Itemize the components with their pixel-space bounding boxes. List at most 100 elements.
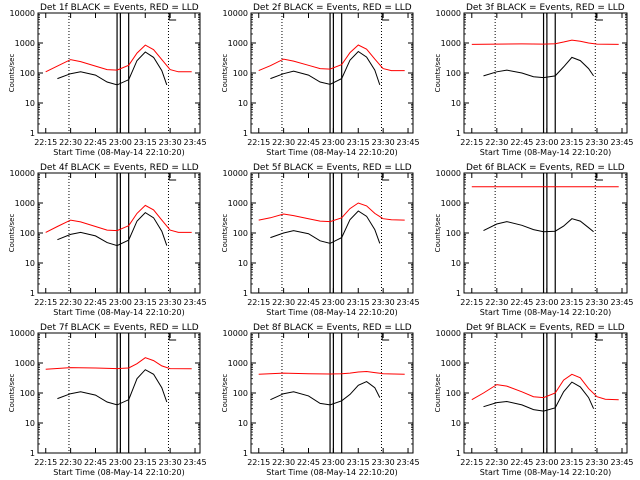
detector-panel: Det 8f BLACK = Events, RED = LLD 1 10 100 10… — [221, 323, 420, 477]
x-tick-label: 23:15 — [560, 298, 583, 307]
x-tick-label: 23:45 — [183, 458, 206, 467]
x-tick-label: 22:45 — [84, 458, 107, 467]
lld-series-line — [45, 44, 192, 73]
events-series-line — [270, 210, 381, 244]
y-tick-label: 1000 — [441, 199, 461, 208]
x-axis-label: Start Time (08-May-14 22:10:20) — [53, 148, 184, 157]
x-tick-label: 22:30 — [485, 138, 508, 147]
x-tick-label: 23:30 — [372, 138, 395, 147]
detector-panel: Det 5f BLACK = Events, RED = LLD 1 10 100 10… — [221, 163, 420, 317]
plot-frame — [250, 12, 414, 134]
lld-series-line — [45, 357, 192, 370]
x-tick-label: 22:45 — [510, 458, 533, 467]
x-tick-label: 23:00 — [535, 458, 558, 467]
y-tick-label: 100 — [233, 69, 248, 78]
y-tick-label: 10000 — [10, 169, 35, 178]
x-tick-label: 22:15 — [247, 458, 270, 467]
events-series-line — [270, 381, 381, 406]
x-tick-label: 22:45 — [510, 138, 533, 147]
x-tick-label: 22:30 — [272, 298, 295, 307]
x-tick-label: 22:15 — [247, 138, 270, 147]
x-tick-label: 23:00 — [109, 138, 132, 147]
panel-title: Det 2f BLACK = Events, RED = LLD — [253, 3, 412, 13]
y-tick-label: 10000 — [436, 169, 461, 178]
y-axis-label: Counts/sec — [221, 214, 229, 253]
x-tick-label: 23:15 — [134, 138, 157, 147]
x-tick-label: 23:00 — [322, 298, 345, 307]
events-series-line — [483, 56, 595, 79]
x-axis-label: Start Time (08-May-14 22:10:20) — [266, 468, 397, 477]
x-tick-label: 23:15 — [134, 298, 157, 307]
detector-panel: Det 2f BLACK = Events, RED = LLD 1 10 100 10… — [221, 3, 420, 157]
y-tick-label: 1 — [456, 289, 461, 298]
y-tick-label: 10 — [451, 419, 461, 428]
x-tick-label: 23:45 — [183, 138, 206, 147]
y-tick-label: 1 — [243, 289, 248, 298]
detector-panel: Det 7f BLACK = Events, RED = LLD 1 10 100 10… — [8, 323, 207, 477]
events-series-line — [483, 381, 595, 412]
x-tick-label: 23:45 — [396, 138, 419, 147]
y-axis-label: Counts/sec — [221, 374, 229, 413]
detector-panel: Det 4f BLACK = Events, RED = LLD 1 10 100 10… — [8, 163, 207, 317]
y-tick-label: 100 — [233, 229, 248, 238]
x-tick-label: 23:30 — [372, 298, 395, 307]
y-tick-label: 100 — [20, 389, 35, 398]
y-tick-label: 100 — [446, 69, 461, 78]
y-tick-label: 10 — [238, 419, 248, 428]
detector-panel: Det 9f BLACK = Events, RED = LLD 1 10 100 10… — [434, 323, 634, 477]
lld-series-line — [471, 39, 619, 45]
detector-panel: Det 1f BLACK = Events, RED = LLD 1 10 100 10… — [8, 3, 207, 157]
x-tick-label: 22:45 — [84, 138, 107, 147]
x-tick-label: 23:00 — [322, 138, 345, 147]
x-axis-label: Start Time (08-May-14 22:10:20) — [266, 308, 397, 317]
x-tick-label: 22:45 — [84, 298, 107, 307]
x-tick-label: 23:45 — [610, 298, 633, 307]
x-tick-label: 23:15 — [560, 458, 583, 467]
plot-frame — [463, 332, 628, 454]
x-tick-label: 22:30 — [272, 138, 295, 147]
x-tick-label: 22:30 — [485, 458, 508, 467]
panel-title: Det 4f BLACK = Events, RED = LLD — [40, 163, 199, 173]
events-series-line — [483, 218, 594, 233]
x-tick-label: 22:15 — [34, 298, 57, 307]
y-tick-label: 10000 — [10, 9, 35, 18]
plot-frame — [37, 332, 201, 454]
events-series-line — [57, 211, 168, 247]
x-tick-label: 22:15 — [460, 458, 483, 467]
y-tick-label: 100 — [446, 229, 461, 238]
y-axis-label: Counts/sec — [8, 54, 16, 93]
plot-frame — [37, 12, 201, 134]
y-tick-label: 1 — [243, 129, 248, 138]
x-tick-label: 23:15 — [347, 298, 370, 307]
y-tick-label: 1 — [30, 449, 35, 458]
x-tick-label: 23:30 — [585, 298, 608, 307]
x-tick-label: 22:30 — [59, 458, 82, 467]
x-tick-label: 22:45 — [297, 138, 320, 147]
panel-title: Det 5f BLACK = Events, RED = LLD — [253, 163, 412, 173]
events-series-line — [57, 369, 168, 406]
y-tick-label: 10 — [451, 259, 461, 268]
y-tick-label: 1 — [456, 129, 461, 138]
x-tick-label: 22:45 — [297, 298, 320, 307]
x-axis-label: Start Time (08-May-14 22:10:20) — [266, 148, 397, 157]
x-tick-label: 23:45 — [183, 298, 206, 307]
x-tick-label: 23:00 — [535, 298, 558, 307]
y-axis-label: Counts/sec — [8, 374, 16, 413]
x-tick-label: 22:30 — [485, 298, 508, 307]
y-tick-label: 10000 — [223, 9, 248, 18]
x-tick-label: 23:00 — [109, 298, 132, 307]
x-axis-label: Start Time (08-May-14 22:10:20) — [53, 468, 184, 477]
x-tick-label: 22:30 — [59, 298, 82, 307]
x-tick-label: 23:30 — [372, 458, 395, 467]
y-tick-label: 10 — [238, 99, 248, 108]
x-tick-label: 23:15 — [347, 138, 370, 147]
events-series-line — [270, 50, 381, 86]
x-tick-label: 22:15 — [247, 298, 270, 307]
x-tick-label: 23:15 — [134, 458, 157, 467]
x-tick-label: 23:30 — [585, 138, 608, 147]
lld-series-line — [258, 370, 405, 375]
lld-series-line — [45, 204, 192, 233]
lld-series-line — [258, 202, 405, 223]
y-tick-label: 1000 — [228, 39, 248, 48]
